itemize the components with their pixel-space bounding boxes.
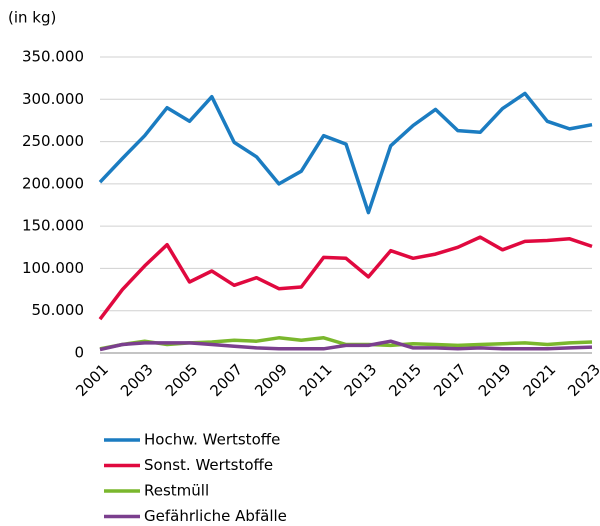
x-tick-label: 2013 xyxy=(341,360,381,400)
x-tick-label: 2005 xyxy=(162,360,202,400)
x-tick-label: 2011 xyxy=(296,360,336,400)
legend-label: Hochw. Wertstoffe xyxy=(144,431,280,449)
legend-label: Gefährliche Abfälle xyxy=(144,507,287,525)
legend-label: Restmüll xyxy=(144,482,209,500)
x-tick-label: 2017 xyxy=(430,360,470,400)
y-tick-label: 150.000 xyxy=(22,217,84,235)
x-tick-label: 2021 xyxy=(520,360,560,400)
y-tick-label: 200.000 xyxy=(22,174,84,192)
y-tick-label: 350.000 xyxy=(22,48,84,66)
series-line xyxy=(99,339,593,352)
x-tick-label: 2003 xyxy=(117,360,157,400)
series-line xyxy=(98,91,593,215)
y-tick-label: 0 xyxy=(74,344,84,362)
x-tick-label: 2001 xyxy=(72,360,112,400)
y-tick-label: 300.000 xyxy=(22,90,84,108)
x-tick-label: 2015 xyxy=(385,360,425,400)
chart-title: (in kg) xyxy=(8,9,56,27)
x-tick-label: 2019 xyxy=(475,360,515,400)
y-tick-label: 50.000 xyxy=(32,301,85,319)
y-tick-label: 100.000 xyxy=(22,259,84,277)
y-tick-label: 250.000 xyxy=(22,132,84,150)
series-line xyxy=(98,235,593,321)
x-tick-label: 2009 xyxy=(251,360,291,400)
legend-label: Sonst. Wertstoffe xyxy=(144,456,273,474)
x-tick-label: 2007 xyxy=(206,360,246,400)
x-tick-label: 2023 xyxy=(564,360,600,400)
